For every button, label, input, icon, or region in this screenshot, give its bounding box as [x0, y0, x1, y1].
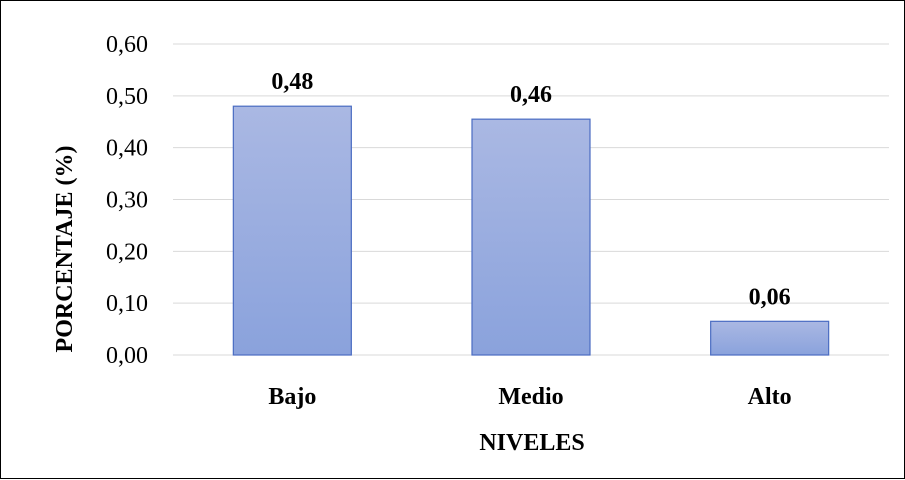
bar-medio: [471, 118, 591, 356]
y-tick-label: 0,40: [106, 136, 148, 162]
data-label-alto: 0,06: [749, 284, 791, 310]
data-label-medio: 0,46: [510, 82, 552, 108]
y-tick-label: 0,60: [106, 32, 148, 58]
x-tick-label-alto: Alto: [748, 384, 792, 410]
y-tick-label: 0,30: [106, 188, 148, 214]
x-tick-label-medio: Medio: [498, 384, 563, 410]
x-axis-ticks: Bajo Medio Alto: [268, 384, 791, 410]
bar-alto: [710, 320, 830, 356]
y-axis-ticks: 0,00 0,10 0,20 0,30 0,40 0,50 0,60: [106, 32, 148, 369]
y-tick-label: 0,50: [106, 84, 148, 110]
y-tick-label: 0,10: [106, 291, 148, 317]
data-labels: 0,48 0,46 0,06: [271, 69, 790, 310]
x-axis-title: NIVELES: [479, 430, 584, 456]
bar-bajo: [232, 105, 352, 356]
x-tick-label-bajo: Bajo: [268, 384, 316, 410]
data-label-bajo: 0,48: [271, 69, 313, 95]
bars: [232, 105, 830, 356]
y-tick-label: 0,00: [106, 343, 148, 369]
y-tick-label: 0,20: [106, 239, 148, 265]
y-axis-title: PORCENTAJE (%): [52, 146, 78, 353]
